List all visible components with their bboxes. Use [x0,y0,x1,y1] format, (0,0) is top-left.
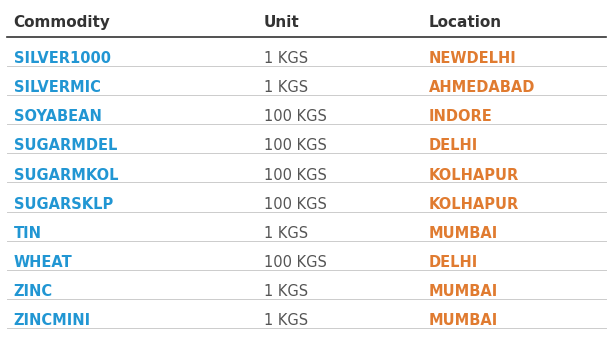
Text: 1 KGS: 1 KGS [264,284,308,299]
Text: DELHI: DELHI [428,255,478,270]
Text: INDORE: INDORE [428,109,492,124]
Text: ZINC: ZINC [13,284,53,299]
Text: SILVER1000: SILVER1000 [13,51,110,66]
Text: DELHI: DELHI [428,139,478,153]
Text: SUGARMKOL: SUGARMKOL [13,168,118,183]
Text: 1 KGS: 1 KGS [264,51,308,66]
Text: SUGARSKLP: SUGARSKLP [13,197,113,212]
Text: 1 KGS: 1 KGS [264,226,308,241]
Text: 1 KGS: 1 KGS [264,313,308,329]
Text: ZINCMINI: ZINCMINI [13,313,91,329]
Text: MUMBAI: MUMBAI [428,313,498,329]
Text: KOLHAPUR: KOLHAPUR [428,168,519,183]
Text: 100 KGS: 100 KGS [264,168,327,183]
Text: Location: Location [428,15,501,30]
Text: AHMEDABAD: AHMEDABAD [428,80,535,95]
Text: 1 KGS: 1 KGS [264,80,308,95]
Text: MUMBAI: MUMBAI [428,284,498,299]
Text: MUMBAI: MUMBAI [428,226,498,241]
Text: TIN: TIN [13,226,42,241]
Text: Commodity: Commodity [13,15,110,30]
Text: WHEAT: WHEAT [13,255,72,270]
Text: 100 KGS: 100 KGS [264,197,327,212]
Text: SOYABEAN: SOYABEAN [13,109,102,124]
Text: SILVERMIC: SILVERMIC [13,80,101,95]
Text: Unit: Unit [264,15,300,30]
Text: SUGARMDEL: SUGARMDEL [13,139,117,153]
Text: 100 KGS: 100 KGS [264,109,327,124]
Text: KOLHAPUR: KOLHAPUR [428,197,519,212]
Text: 100 KGS: 100 KGS [264,139,327,153]
Text: 100 KGS: 100 KGS [264,255,327,270]
Text: NEWDELHI: NEWDELHI [428,51,516,66]
